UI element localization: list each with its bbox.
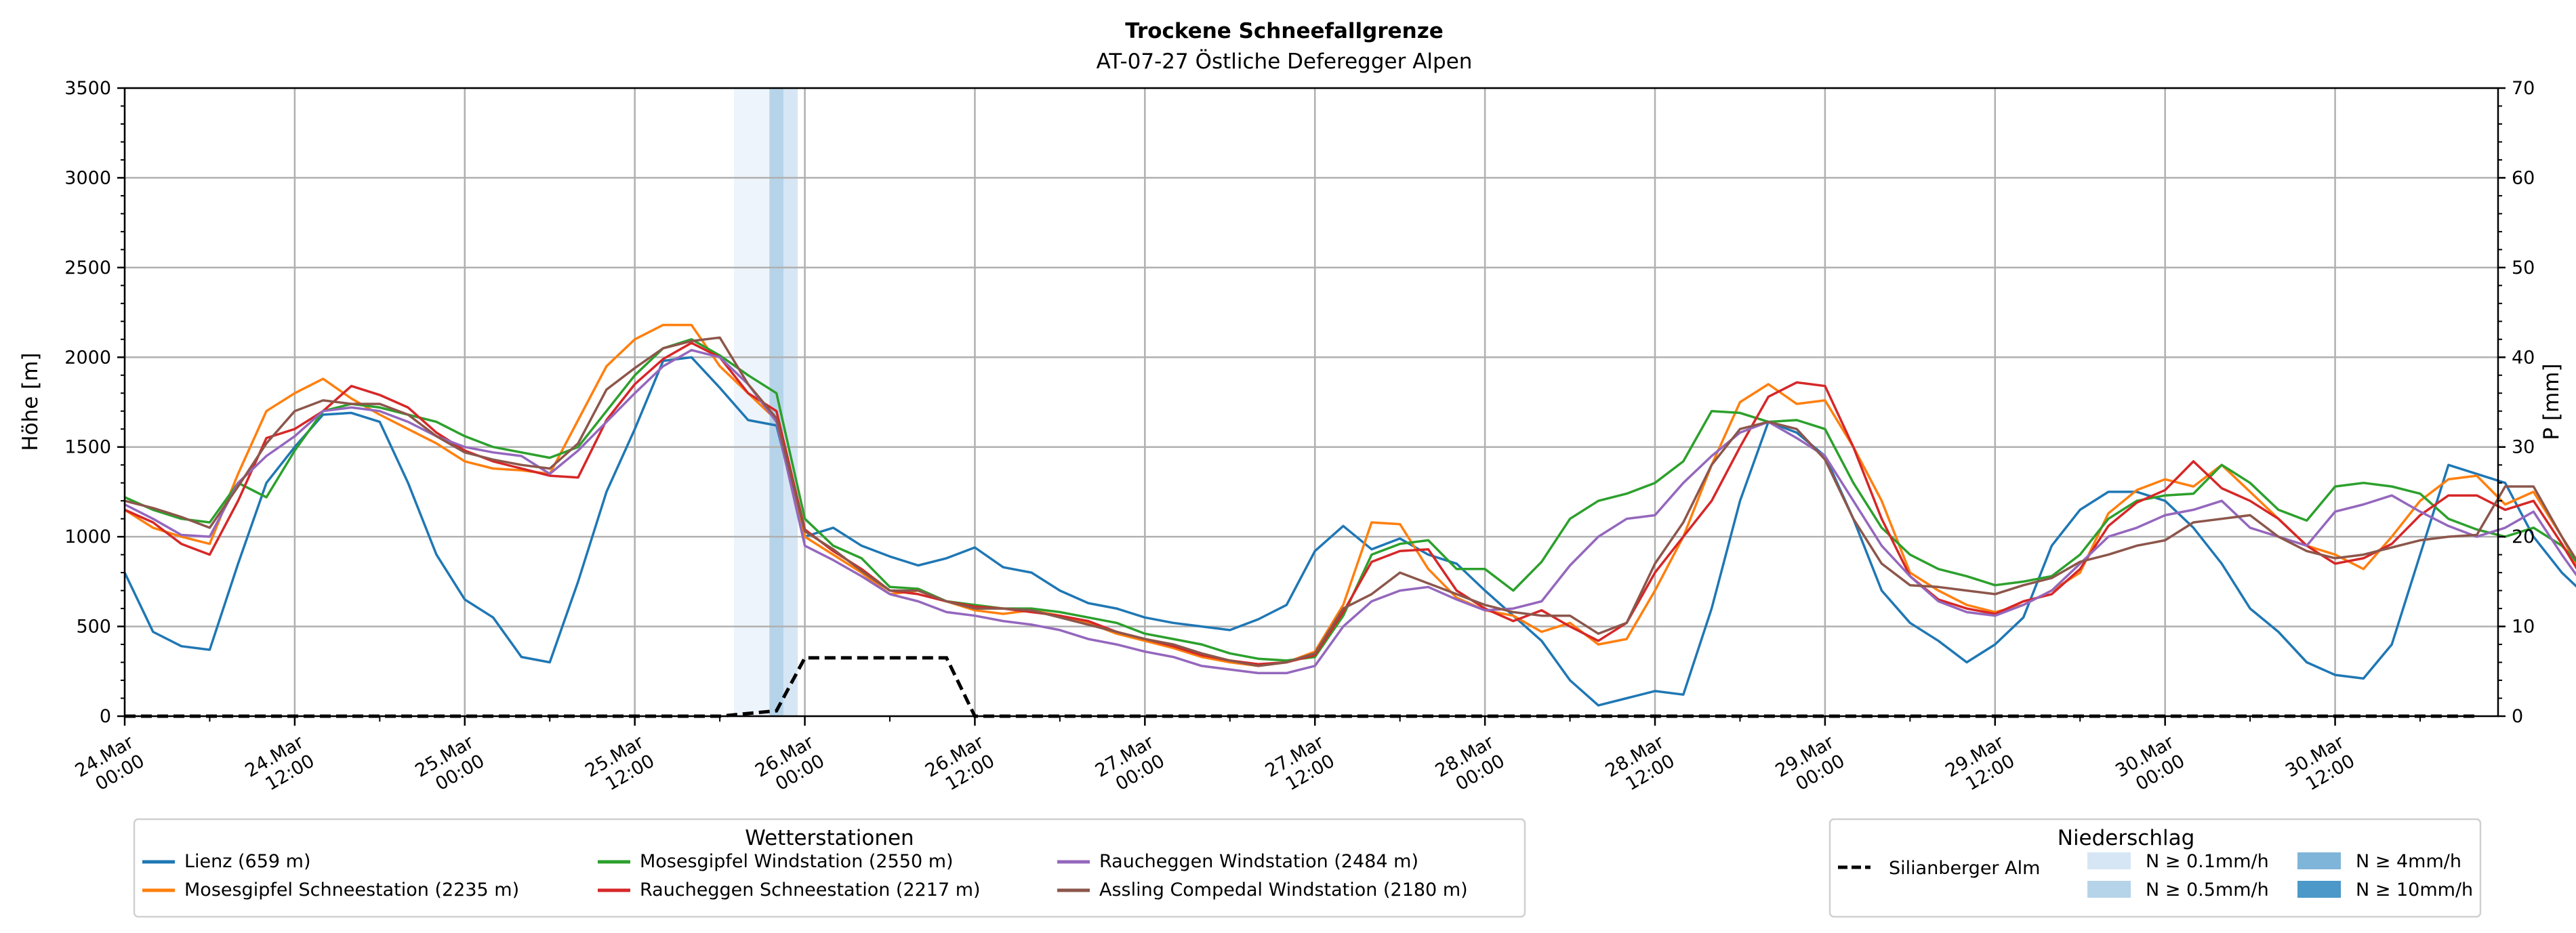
legend-precip-label: N ≥ 10mm/h (2356, 879, 2473, 900)
y-tick-label: 0 (100, 706, 111, 727)
chart-subtitle: AT-07-27 Östliche Deferegger Alpen (1097, 49, 1473, 74)
precipitation-bands (734, 88, 798, 716)
y-right-tick-label: 30 (2512, 437, 2535, 458)
legend-station-label: Lienz (659 m) (184, 851, 311, 872)
y-right-tick-label: 10 (2512, 617, 2535, 638)
y-right-tick-label: 70 (2512, 78, 2535, 99)
legend-stations-frame (133, 818, 1526, 918)
y-axis-label-right: P [mm] (2539, 363, 2564, 440)
legend-precip-swatch (2087, 881, 2131, 898)
series-line-4 (124, 348, 2576, 675)
y-right-tick-label: 0 (2512, 706, 2523, 727)
legend-precip-swatch (2297, 852, 2341, 869)
y-tick-label: 1500 (64, 437, 111, 458)
series-line-3 (124, 341, 2576, 665)
plot-frame (123, 87, 2499, 718)
y-axis-label-left: Höhe [m] (18, 352, 43, 451)
series-line-2 (124, 338, 2576, 662)
legend-precip-swatch (2297, 881, 2341, 898)
legend-precip-swatch (2087, 852, 2131, 869)
y-tick-label: 3000 (64, 167, 111, 188)
legend-station-label: Mosesgipfel Windstation (2550 m) (640, 851, 954, 872)
y-tick-label: 500 (76, 617, 111, 638)
precip-band (769, 88, 784, 716)
legend-station-label: Assling Compedal Windstation (2180 m) (1099, 879, 1468, 900)
legend-precip-label: N ≥ 0.5mm/h (2146, 879, 2269, 900)
series-line-0 (123, 356, 2576, 707)
y-tick-label: 1000 (64, 526, 111, 547)
legend-station-label: Raucheggen Windstation (2484 m) (1099, 851, 1418, 872)
y-axis-right: 0 10 20 30 40 50 60 70 (2498, 78, 2535, 727)
legend-precip: Niederschlag Silianberger Alm N ≥ 0.1mm/… (1828, 818, 2482, 918)
y-right-tick-label: 50 (2512, 257, 2535, 278)
silianberger-precip-line (125, 656, 2477, 718)
y-tick-label: 3500 (64, 78, 111, 99)
precip-band (783, 88, 798, 716)
legend-stations-title: Wetterstationen (745, 826, 914, 850)
chart-title: Trockene Schneefallgrenze (1125, 19, 1444, 43)
y-tick-label: 2500 (64, 257, 111, 278)
legend-silianberger-label: Silianberger Alm (1889, 858, 2040, 879)
grid-lines (123, 87, 2498, 718)
y-tick-label: 2000 (64, 347, 111, 368)
y-right-tick-label: 40 (2512, 347, 2535, 368)
legend-precip-label: N ≥ 0.1mm/h (2146, 851, 2269, 872)
y-right-tick-label: 60 (2512, 167, 2535, 188)
y-axis-left: 0 500 1000 1500 2000 2500 3000 3500 (64, 78, 125, 727)
legend-precip-title: Niederschlag (2058, 826, 2195, 850)
series-line-1 (124, 323, 2576, 667)
y-right-tick-label: 20 (2512, 526, 2535, 547)
series-line-5 (124, 336, 2576, 667)
legend-station-label: Raucheggen Schneestation (2217 m) (640, 879, 981, 900)
legend-precip-label: N ≥ 4mm/h (2356, 851, 2461, 872)
series-lines (123, 323, 2576, 718)
legend-station-label: Mosesgipfel Schneestation (2235 m) (184, 879, 519, 900)
legend-stations: Wetterstationen Lienz (659 m) Mosesgipfel… (133, 818, 1526, 918)
